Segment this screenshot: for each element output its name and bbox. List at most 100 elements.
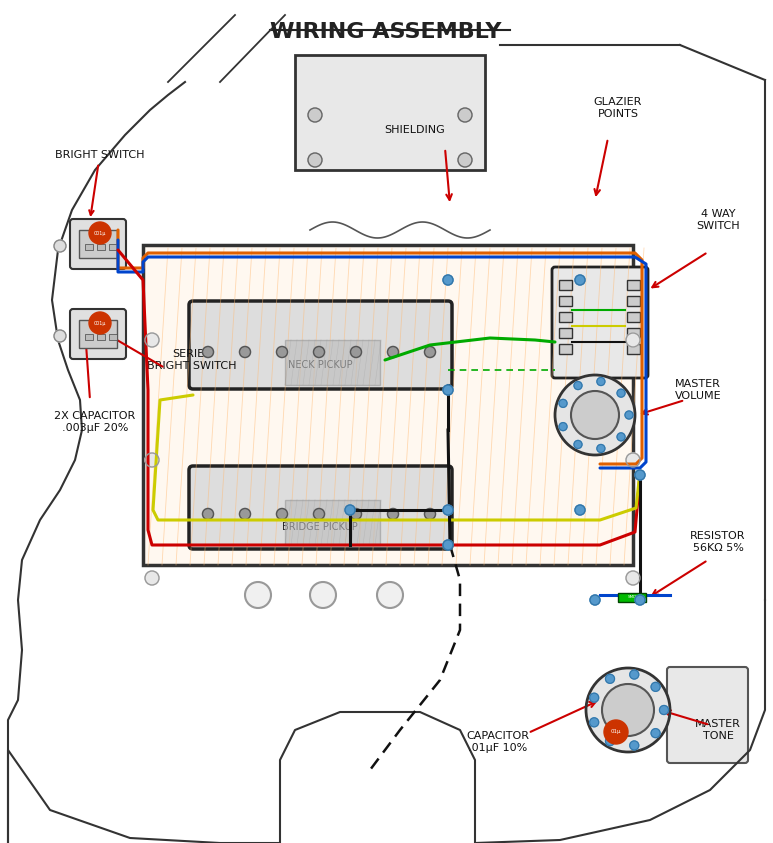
Circle shape	[630, 670, 638, 679]
Bar	[285, 500, 380, 545]
Circle shape	[604, 720, 628, 744]
Circle shape	[574, 440, 582, 448]
Bar	[79, 320, 117, 348]
Circle shape	[350, 508, 362, 519]
Bar	[618, 593, 646, 602]
Circle shape	[240, 346, 250, 357]
Circle shape	[145, 333, 159, 347]
Circle shape	[571, 391, 619, 439]
Circle shape	[586, 668, 670, 752]
Text: 2X CAPACITOR
.003μF 20%: 2X CAPACITOR .003μF 20%	[54, 411, 135, 432]
Circle shape	[145, 453, 159, 467]
Circle shape	[575, 505, 585, 515]
Circle shape	[617, 389, 625, 397]
Circle shape	[443, 505, 453, 515]
Circle shape	[443, 385, 453, 395]
Circle shape	[345, 505, 355, 515]
Bar	[97, 244, 105, 250]
Circle shape	[555, 375, 635, 455]
Circle shape	[625, 411, 633, 419]
Circle shape	[314, 346, 325, 357]
Bar	[97, 334, 105, 340]
Circle shape	[308, 108, 322, 122]
FancyBboxPatch shape	[667, 667, 748, 763]
Text: BRIDGE PICKUP: BRIDGE PICKUP	[282, 522, 358, 532]
Circle shape	[54, 240, 66, 252]
Bar	[85, 334, 93, 340]
Text: SHIELDING: SHIELDING	[385, 125, 445, 135]
Text: 01μ: 01μ	[611, 729, 621, 734]
Bar	[109, 334, 117, 340]
Bar	[143, 245, 633, 565]
Circle shape	[597, 444, 605, 453]
Circle shape	[626, 333, 640, 347]
Circle shape	[574, 382, 582, 389]
Circle shape	[635, 595, 645, 605]
Circle shape	[597, 378, 605, 385]
Circle shape	[240, 508, 250, 519]
Circle shape	[605, 674, 615, 684]
Circle shape	[626, 571, 640, 585]
Circle shape	[605, 737, 615, 746]
Bar	[79, 230, 117, 258]
Bar	[559, 280, 572, 290]
Bar	[627, 328, 640, 338]
Circle shape	[277, 508, 288, 519]
Text: NECK PICKUP: NECK PICKUP	[288, 360, 352, 370]
Circle shape	[443, 275, 453, 285]
Text: WIRING ASSEMBLY: WIRING ASSEMBLY	[271, 22, 502, 42]
Text: RESISTOR
56KΩ 5%: RESISTOR 56KΩ 5%	[690, 531, 746, 553]
Circle shape	[559, 400, 567, 407]
Circle shape	[651, 682, 660, 691]
Bar	[559, 328, 572, 338]
Bar	[109, 244, 117, 250]
Circle shape	[590, 693, 598, 702]
Circle shape	[387, 508, 399, 519]
FancyBboxPatch shape	[552, 267, 648, 378]
Circle shape	[424, 346, 435, 357]
Circle shape	[377, 582, 403, 608]
Text: 001μ: 001μ	[94, 320, 106, 325]
Circle shape	[245, 582, 271, 608]
Circle shape	[659, 706, 669, 715]
Circle shape	[651, 728, 660, 738]
Text: MASTER
TONE: MASTER TONE	[695, 719, 741, 741]
Bar	[85, 244, 93, 250]
Circle shape	[630, 741, 638, 750]
Circle shape	[458, 108, 472, 122]
Bar	[295, 55, 485, 170]
Circle shape	[145, 571, 159, 585]
Circle shape	[54, 330, 66, 342]
Circle shape	[89, 222, 111, 244]
Circle shape	[617, 432, 625, 441]
Bar	[627, 344, 640, 354]
Text: SERIES
BRIGHT SWITCH: SERIES BRIGHT SWITCH	[147, 349, 237, 371]
Bar	[559, 312, 572, 322]
Text: BRIGHT SWITCH: BRIGHT SWITCH	[55, 150, 145, 215]
Circle shape	[277, 346, 288, 357]
Bar	[627, 280, 640, 290]
Circle shape	[575, 275, 585, 285]
Text: 001μ: 001μ	[94, 230, 106, 235]
Text: GLAZIER
POINTS: GLAZIER POINTS	[594, 97, 642, 119]
Circle shape	[443, 540, 453, 550]
FancyBboxPatch shape	[189, 466, 452, 549]
Bar	[285, 340, 380, 385]
Circle shape	[602, 684, 654, 736]
Bar	[627, 312, 640, 322]
Bar	[559, 344, 572, 354]
Circle shape	[590, 595, 600, 605]
Circle shape	[458, 153, 472, 167]
Circle shape	[559, 422, 567, 431]
Circle shape	[626, 453, 640, 467]
Circle shape	[635, 470, 645, 480]
Text: SMD: SMD	[628, 595, 637, 599]
Circle shape	[203, 508, 213, 519]
FancyBboxPatch shape	[189, 301, 452, 389]
Circle shape	[387, 346, 399, 357]
Circle shape	[89, 312, 111, 334]
Circle shape	[203, 346, 213, 357]
FancyBboxPatch shape	[70, 309, 126, 359]
Text: MASTER
VOLUME: MASTER VOLUME	[675, 379, 721, 400]
Text: CAPACITOR
.01μF 10%: CAPACITOR .01μF 10%	[466, 731, 530, 753]
